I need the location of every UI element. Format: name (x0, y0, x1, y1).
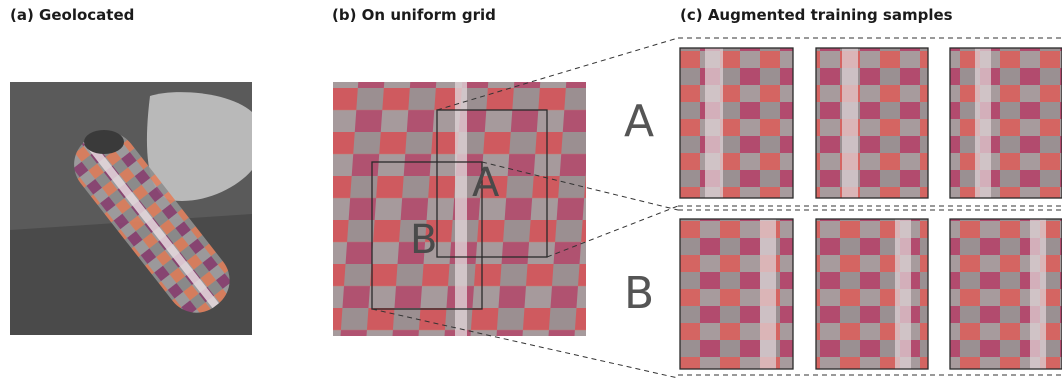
panel-b-image (333, 82, 586, 336)
box-a (436, 109, 548, 258)
box-b-label: B (410, 217, 437, 263)
panel-a-title: (a) Geolocated (10, 6, 135, 24)
sample-b2 (815, 218, 929, 370)
row-b-label: B (624, 268, 655, 319)
grid-stripe (455, 82, 467, 336)
box-a-label: A (472, 160, 500, 206)
row-a-samples (679, 47, 1062, 199)
sample-a1 (679, 47, 794, 199)
box-b (371, 161, 483, 310)
sample-b3 (949, 218, 1062, 370)
row-a-label: A (624, 96, 655, 147)
land-mass (146, 92, 252, 201)
swath-stripe (83, 137, 219, 309)
panel-b-title: (b) On uniform grid (332, 6, 496, 24)
panel-c-title: (c) Augmented training samples (680, 6, 953, 24)
connector-lines (371, 37, 1062, 378)
panel-a-image (10, 82, 252, 335)
swath-overlay (74, 132, 230, 313)
sample-b1 (679, 218, 794, 370)
sample-a3 (949, 47, 1062, 199)
row-b-samples (679, 218, 1062, 370)
sample-a2 (815, 47, 929, 199)
